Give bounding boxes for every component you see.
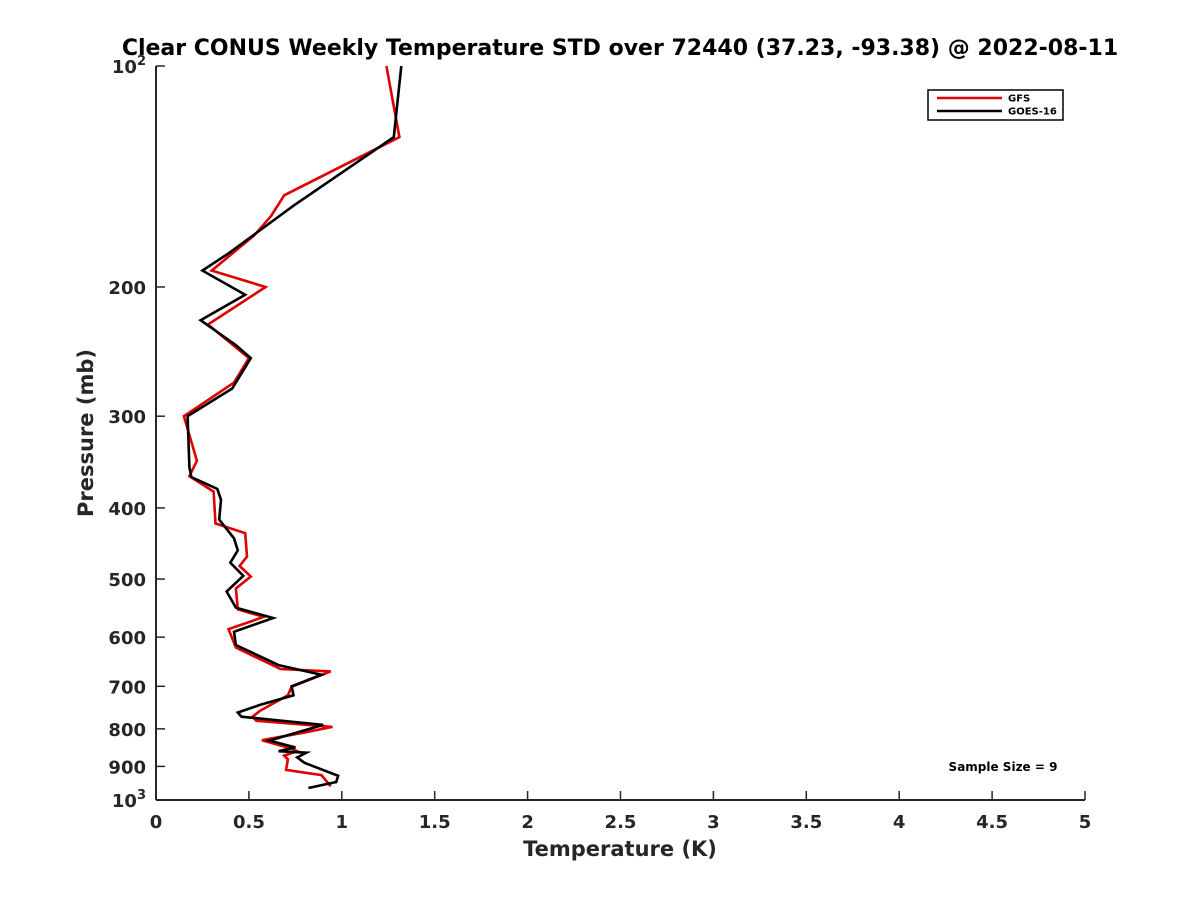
legend-label-gfs: GFS <box>1008 94 1030 105</box>
y-tick-label: 200 <box>108 278 146 299</box>
legend: GFS GOES-16 <box>927 89 1064 121</box>
series-line-goes-16 <box>186 65 403 790</box>
x-axis-label: Temperature (K) <box>523 837 717 861</box>
x-tick-label: 1 <box>336 812 349 833</box>
y-axis-ticks: 102 200 300 400 500 600 700 800 900 103 <box>108 54 165 812</box>
x-axis-ticks: 0 0.5 1 1.5 2 2.5 3 3.5 4 4.5 5 <box>150 791 1092 833</box>
y-tick-label: 103 <box>112 788 146 812</box>
y-tick-label: 700 <box>108 677 146 698</box>
x-tick-label: 4 <box>893 812 906 833</box>
y-tick-label: 800 <box>108 720 146 741</box>
x-tick-label: 0 <box>150 812 163 833</box>
y-tick-label: 102 <box>112 54 146 78</box>
x-tick-label: 2.5 <box>605 812 637 833</box>
x-tick-label: 2 <box>521 812 534 833</box>
y-tick-label: 900 <box>108 757 146 778</box>
chart-title: Clear CONUS Weekly Temperature STD over … <box>122 36 1118 61</box>
y-tick-label: 600 <box>108 628 146 649</box>
x-tick-label: 4.5 <box>976 812 1008 833</box>
sample-size-annotation: Sample Size = 9 <box>949 760 1058 774</box>
x-tick-label: 3.5 <box>790 812 822 833</box>
x-tick-label: 0.5 <box>233 812 265 833</box>
y-tick-label: 400 <box>108 499 146 520</box>
x-tick-label: 3 <box>707 812 720 833</box>
x-tick-label: 1.5 <box>419 812 451 833</box>
y-tick-label: 500 <box>108 570 146 591</box>
y-tick-label: 300 <box>108 407 146 428</box>
series-lines <box>182 65 403 790</box>
y-axis-label: Pressure (mb) <box>74 349 98 517</box>
legend-box <box>927 89 1064 121</box>
series-line-gfs <box>182 65 401 788</box>
legend-label-goes16: GOES-16 <box>1008 107 1057 118</box>
x-tick-label: 5 <box>1079 812 1092 833</box>
